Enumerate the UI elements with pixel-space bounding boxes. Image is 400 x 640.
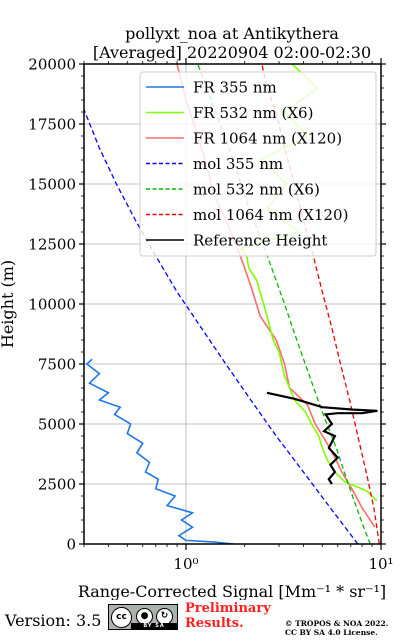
y-tick-label: 15000 (28, 176, 76, 194)
legend-label: FR 532 nm (X6) (193, 104, 313, 122)
y-tick-label: 12500 (28, 236, 76, 254)
axis-ticks: 0 2500 5000 7500 10000 12500 15000 17500 20000 10… (28, 56, 393, 574)
y-tick-label: 5000 (38, 416, 76, 434)
version-label: Version: 3.5 (5, 611, 102, 630)
y-tick-label: 17500 (28, 116, 76, 134)
y-tick-label: 2500 (38, 476, 76, 494)
legend-label: FR 1064 nm (X120) (193, 130, 342, 148)
y-tick-label: 10000 (28, 296, 76, 314)
chart-subtitle: [Averaged] 20220904 02:00-02:30 (93, 43, 371, 62)
y-tick-label: 20000 (28, 56, 76, 74)
series-line-0 (85, 358, 234, 544)
legend-label: mol 355 nm (193, 155, 283, 173)
cc-icon: cc (111, 607, 132, 628)
cc-license-badge: cc ● ↻ BY SA (108, 604, 178, 630)
x-tick-label: 10¹ (368, 555, 393, 573)
y-axis-label: Height (m) (0, 260, 17, 348)
preliminary-results-label: Preliminary Results. (185, 601, 271, 631)
legend-label: FR 355 nm (193, 79, 277, 97)
legend-label: mol 1064 nm (X120) (193, 206, 348, 224)
y-tick-label: 0 (66, 536, 76, 554)
legend: FR 355 nm FR 532 nm (X6) FR 1064 nm (X120)… (139, 71, 377, 257)
series-line-3 (84, 109, 359, 544)
legend-box (139, 71, 377, 257)
chart: pollyxt_noa at Antikythera [Averaged] 20… (0, 24, 394, 600)
legend-label: Reference Height (193, 232, 327, 250)
y-tick-label: 7500 (38, 356, 76, 374)
copyright-notice: © TROPOS & NOA 2022. CC BY SA 4.0 Licens… (285, 619, 389, 637)
chart-title: pollyxt_noa at Antikythera (125, 24, 339, 43)
license-badge-text: BY SA (131, 623, 177, 629)
legend-label: mol 532 nm (X6) (193, 181, 320, 199)
x-axis-label: Range-Corrected Signal [Mm⁻¹ * sr⁻¹] (78, 582, 386, 600)
series-line-6 (266, 391, 378, 485)
x-tick-label: 10⁰ (173, 555, 198, 573)
